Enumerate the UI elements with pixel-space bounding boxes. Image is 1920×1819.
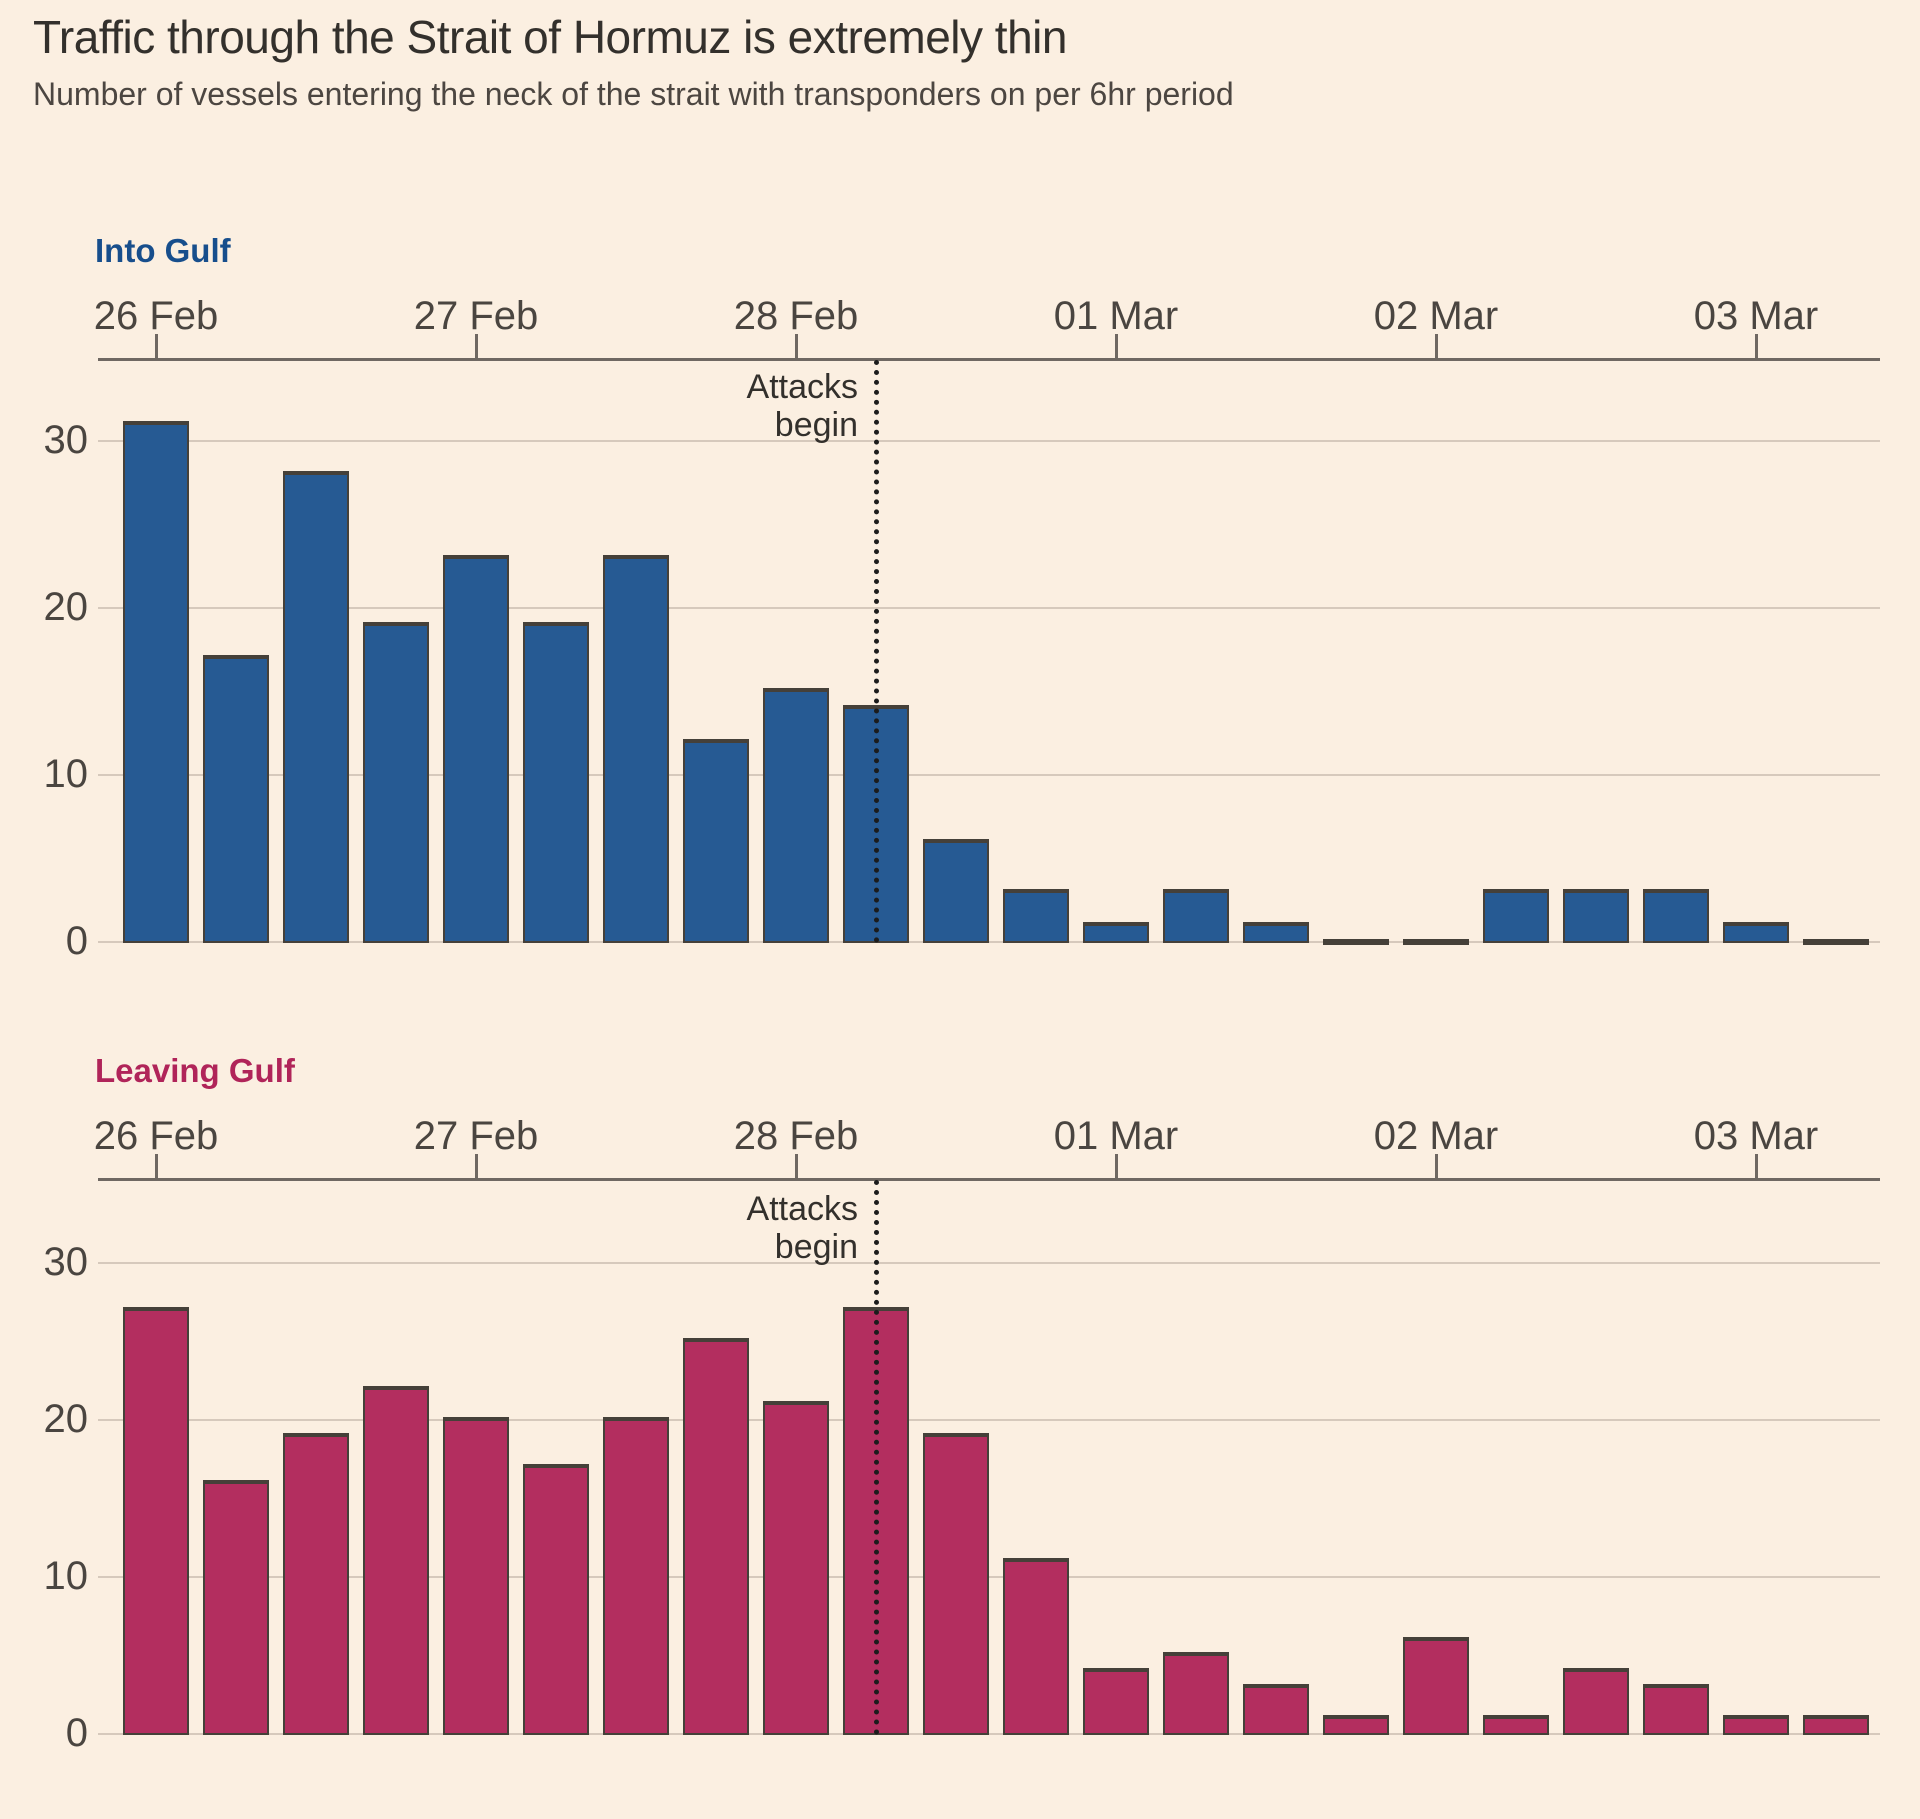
x-axis-tick [1755,1154,1758,1178]
x-axis-tick [155,1154,158,1178]
attacks-begin-line [874,1180,879,1735]
gridline-0 [98,1733,1880,1735]
y-axis-tick-label: 10 [43,1554,89,1598]
gridline-10 [98,774,1880,776]
x-axis-tick-label: 26 Feb [93,294,219,338]
bar-period-9 [763,1401,829,1735]
bar-period-21 [1723,922,1789,943]
x-axis-tick-label: 26 Feb [93,1114,219,1158]
x-axis-tick [1115,1154,1118,1178]
x-axis-tick [155,334,158,358]
bar-period-18 [1483,1715,1549,1735]
y-axis-tick-label: 10 [43,752,89,796]
bar-period-3 [283,471,349,943]
bar-period-7 [603,1417,669,1735]
bar-period-21 [1723,1715,1789,1735]
gridline-30 [98,440,1880,442]
bar-period-19 [1563,889,1629,943]
bar-period-14 [1163,889,1229,943]
chart-subtitle: Number of vessels entering the neck of t… [33,76,1234,112]
bar-period-11 [923,1433,989,1735]
bar-period-17 [1403,1637,1469,1735]
gridline-0 [98,941,1880,943]
x-axis-tick [1435,334,1438,358]
bar-period-16 [1323,1715,1389,1735]
bar-period-15 [1243,922,1309,943]
bar-period-13 [1083,922,1149,943]
x-axis-tick-label: 27 Feb [413,1114,539,1158]
y-axis-tick-label: 0 [65,919,88,963]
x-axis-tick-label: 01 Mar [1053,1114,1179,1158]
bar-period-14 [1163,1652,1229,1735]
bar-period-3 [283,1433,349,1735]
bar-period-13 [1083,1668,1149,1735]
bar-period-7 [603,555,669,943]
attacks-begin-label-line2: begin [774,406,858,444]
bar-period-4 [363,622,429,943]
x-axis-tick [475,334,478,358]
x-axis-tick-label: 27 Feb [413,294,539,338]
x-axis-tick [795,334,798,358]
series-label-into-gulf: Into Gulf [95,232,231,269]
gridline-30 [98,1262,1880,1264]
gridline-20 [98,1419,1880,1421]
x-axis-line [98,358,1880,361]
y-axis-tick-label: 30 [43,418,89,462]
y-axis-tick-label: 0 [65,1711,88,1755]
bar-period-11 [923,839,989,943]
x-axis-tick [1115,334,1118,358]
bar-period-17 [1403,939,1469,945]
bar-period-6 [523,1464,589,1735]
bar-period-12 [1003,889,1069,943]
x-axis-tick-label: 02 Mar [1373,294,1499,338]
x-axis-tick [1755,334,1758,358]
bar-period-2 [203,655,269,943]
x-axis-tick-label: 28 Feb [733,1114,859,1158]
bar-period-2 [203,1480,269,1735]
x-axis-tick-label: 02 Mar [1373,1114,1499,1158]
x-axis-tick-label: 03 Mar [1693,1114,1819,1158]
x-axis-tick [1435,1154,1438,1178]
x-axis-line [98,1178,1880,1181]
attacks-begin-label: Attacks begin [608,368,858,444]
x-axis-tick-label: 01 Mar [1053,294,1179,338]
attacks-begin-label-line1: Attacks [746,1190,858,1228]
y-axis-tick-label: 20 [43,1397,89,1441]
attacks-begin-label-line1: Attacks [746,368,858,406]
bar-period-20 [1643,1684,1709,1735]
series-label-leaving-gulf: Leaving Gulf [95,1052,295,1089]
bar-period-6 [523,622,589,943]
attacks-begin-label-line2: begin [774,1228,858,1266]
attacks-begin-line [874,360,879,943]
bar-period-19 [1563,1668,1629,1735]
bar-period-5 [443,555,509,943]
bar-period-1 [123,421,189,943]
bar-period-22 [1803,939,1869,945]
x-axis-tick-label: 03 Mar [1693,294,1819,338]
bar-period-4 [363,1386,429,1735]
bar-period-18 [1483,889,1549,943]
gridline-10 [98,1576,1880,1578]
bar-period-8 [683,739,749,943]
bar-period-8 [683,1338,749,1735]
bar-period-15 [1243,1684,1309,1735]
bar-period-12 [1003,1558,1069,1735]
y-axis-tick-label: 20 [43,585,89,629]
bar-period-9 [763,688,829,943]
bar-period-1 [123,1307,189,1735]
bar-period-22 [1803,1715,1869,1735]
chart-title: Traffic through the Strait of Hormuz is … [33,11,1067,63]
x-axis-tick [475,1154,478,1178]
bar-period-20 [1643,889,1709,943]
x-axis-tick-label: 28 Feb [733,294,859,338]
bar-period-16 [1323,939,1389,945]
attacks-begin-label: Attacks begin [608,1190,858,1266]
gridline-20 [98,607,1880,609]
y-axis-tick-label: 30 [43,1240,89,1284]
bar-period-5 [443,1417,509,1735]
x-axis-tick [795,1154,798,1178]
